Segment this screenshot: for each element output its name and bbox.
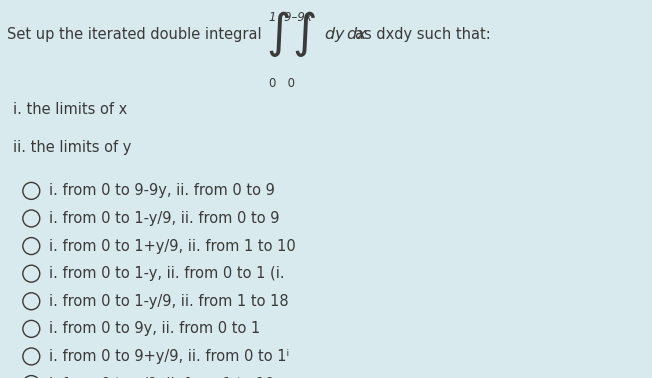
Text: i. from 0 to y/9, ii. from 1 to 10: i. from 0 to y/9, ii. from 1 to 10 (49, 376, 274, 378)
Text: i. from 0 to 9-9y, ii. from 0 to 9: i. from 0 to 9-9y, ii. from 0 to 9 (49, 183, 274, 198)
Text: i. the limits of x: i. the limits of x (13, 102, 127, 117)
Text: i. from 0 to 1-y/9, ii. from 0 to 9: i. from 0 to 1-y/9, ii. from 0 to 9 (49, 211, 280, 226)
Text: i. from 0 to 9+y/9, ii. from 0 to 1ⁱ: i. from 0 to 9+y/9, ii. from 0 to 1ⁱ (49, 349, 289, 364)
Text: i. from 0 to 1+y/9, ii. from 1 to 10: i. from 0 to 1+y/9, ii. from 1 to 10 (49, 239, 295, 254)
Text: ii. the limits of y: ii. the limits of y (13, 140, 132, 155)
Text: $\int$: $\int$ (266, 9, 290, 59)
Text: i. from 0 to 9y, ii. from 0 to 1: i. from 0 to 9y, ii. from 0 to 1 (49, 321, 260, 336)
Text: i. from 0 to 1-y, ii. from 0 to 1 (i.: i. from 0 to 1-y, ii. from 0 to 1 (i. (49, 266, 284, 281)
Text: Set up the iterated double integral: Set up the iterated double integral (7, 26, 261, 42)
Text: i. from 0 to 1-y/9, ii. from 1 to 18: i. from 0 to 1-y/9, ii. from 1 to 18 (49, 294, 289, 309)
Text: $\int$: $\int$ (292, 9, 316, 59)
Text: as dxdy such that:: as dxdy such that: (355, 26, 491, 42)
Text: 1  9–9x: 1 9–9x (269, 11, 312, 24)
Text: 0   0: 0 0 (269, 77, 295, 90)
Text: $dy\,dx$: $dy\,dx$ (324, 25, 368, 43)
